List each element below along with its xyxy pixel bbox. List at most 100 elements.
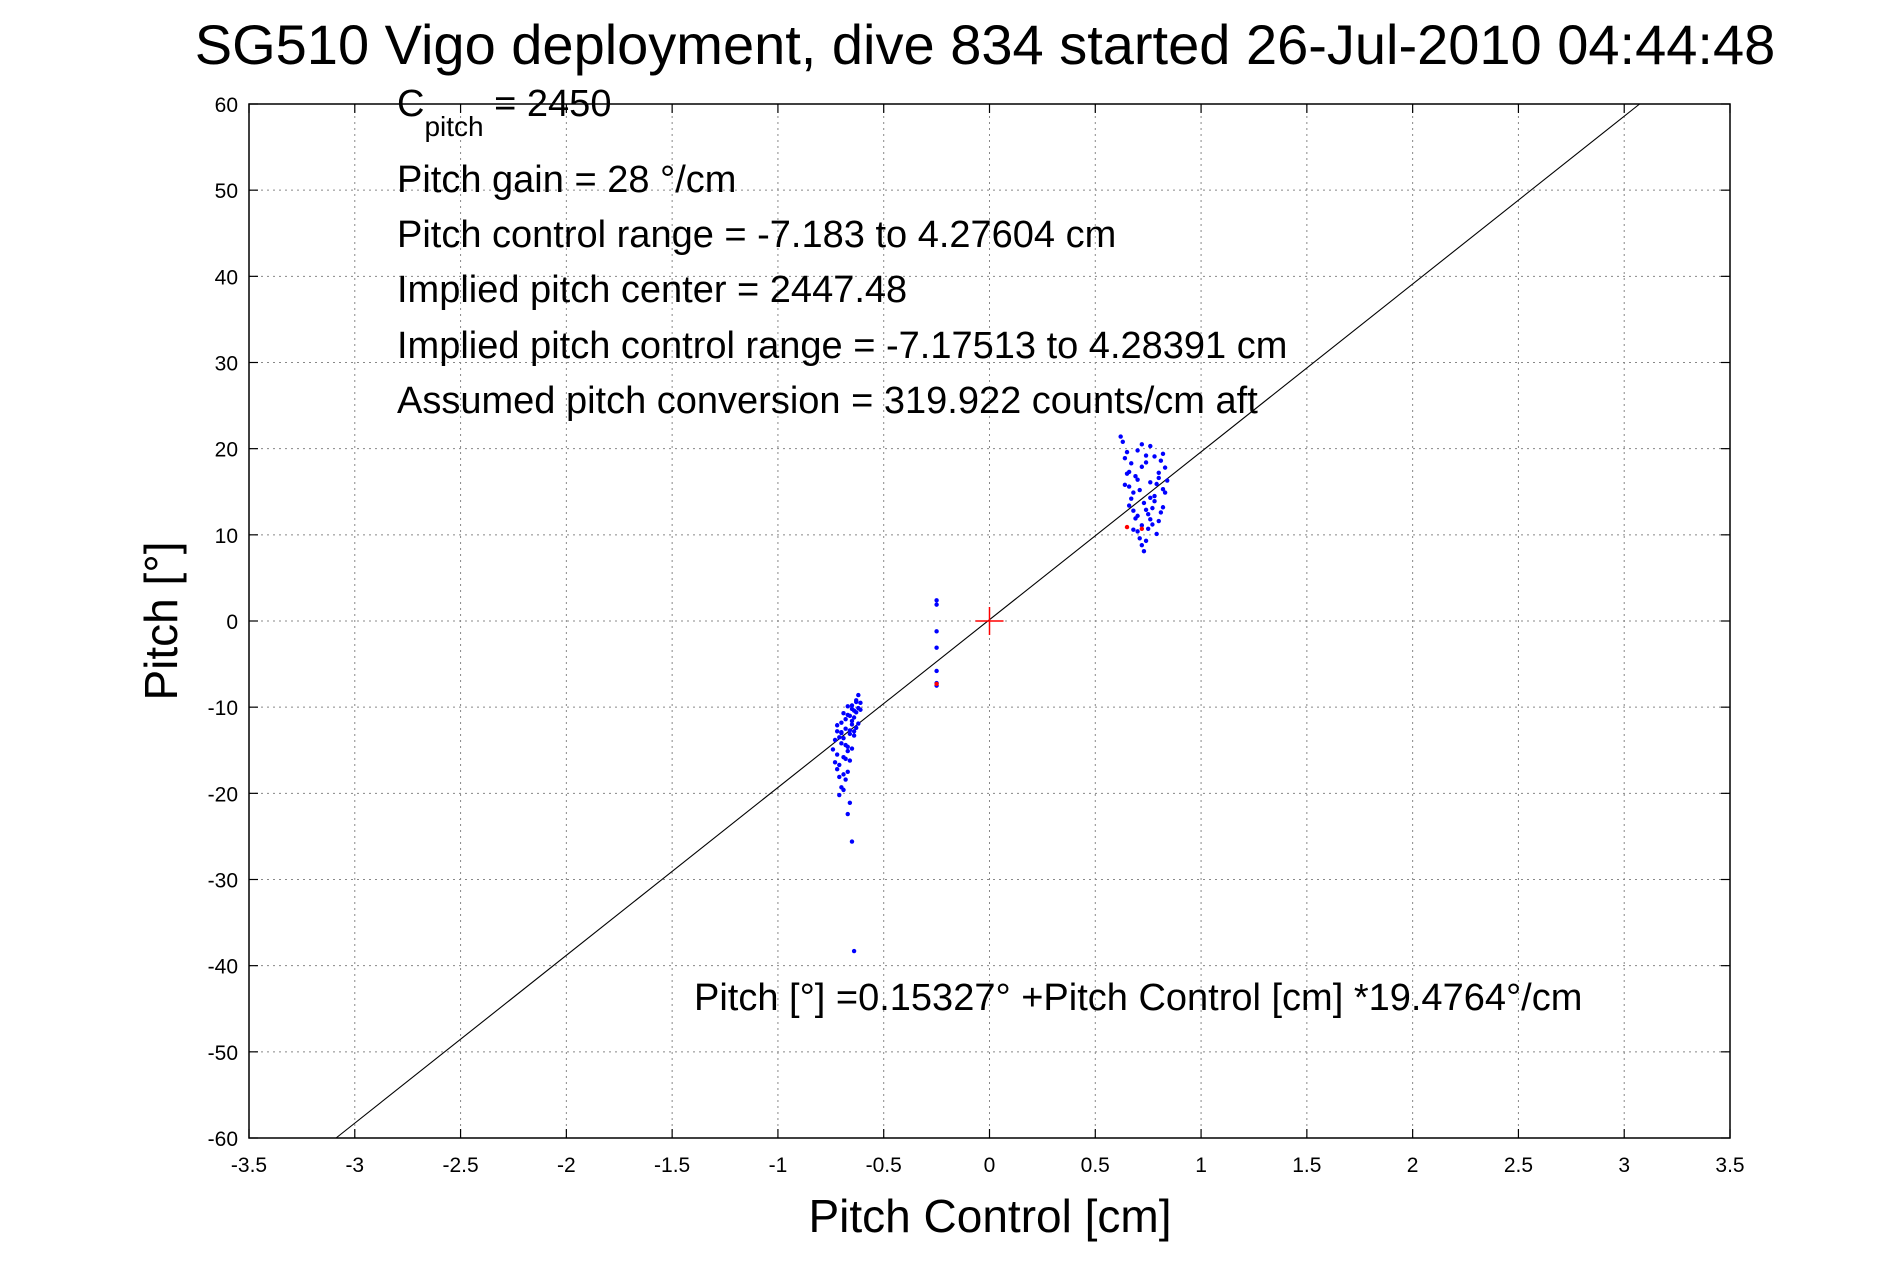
- data-point: [832, 760, 838, 765]
- data-point: [1141, 549, 1147, 554]
- y-tick-label: 40: [215, 266, 238, 289]
- data-point: [1139, 542, 1145, 548]
- data-point: [1135, 477, 1140, 482]
- data-point: [934, 629, 939, 634]
- data-point: [849, 718, 855, 724]
- data-point: [837, 762, 842, 768]
- data-point: [845, 748, 850, 754]
- data-point: [1129, 461, 1134, 466]
- y-tick-label: -30: [208, 870, 238, 893]
- data-point: [934, 645, 939, 650]
- data-point: [834, 729, 840, 734]
- data-point: [854, 710, 859, 715]
- data-point: [1139, 464, 1145, 469]
- data-point: [1118, 434, 1123, 439]
- data-point: [934, 668, 939, 674]
- data-point: [1156, 518, 1161, 524]
- data-point: [843, 726, 848, 731]
- c-pitch-prefix: C: [397, 83, 424, 125]
- data-point: [934, 681, 939, 687]
- data-point: [843, 777, 848, 782]
- x-tick-label: -2.5: [442, 1154, 478, 1177]
- data-points: [830, 434, 1170, 954]
- data-point: [1135, 513, 1140, 519]
- x-tick-label: -1: [769, 1154, 788, 1177]
- data-point: [834, 723, 840, 728]
- data-point: [856, 721, 861, 726]
- data-point: [1124, 524, 1130, 530]
- data-point: [1160, 486, 1166, 492]
- data-point: [851, 948, 857, 954]
- data-point: [1141, 500, 1147, 506]
- data-point: [1160, 505, 1166, 510]
- data-point: [1158, 458, 1164, 463]
- data-point: [847, 800, 853, 806]
- data-point: [1120, 439, 1125, 444]
- x-tick-label: 1: [1195, 1154, 1207, 1177]
- data-point: [851, 715, 857, 720]
- x-tick-label: 2.5: [1504, 1154, 1533, 1177]
- data-point: [843, 717, 848, 722]
- x-tick-label: -3.5: [231, 1154, 267, 1177]
- data-point: [845, 811, 850, 817]
- data-point: [1152, 454, 1157, 459]
- annotation-line: Implied pitch center = 2447.48: [397, 269, 907, 311]
- x-tick-label: -1.5: [654, 1154, 690, 1177]
- data-point: [1122, 482, 1128, 488]
- x-tick-label: 0.5: [1081, 1154, 1110, 1177]
- data-point: [1135, 529, 1140, 534]
- data-point: [1139, 442, 1145, 447]
- annotation-line: Pitch control range = -7.183 to 4.27604 …: [397, 214, 1116, 256]
- data-point: [1133, 474, 1138, 479]
- grid-lines: [249, 104, 1730, 1138]
- data-point: [1148, 443, 1153, 449]
- data-point: [1154, 481, 1159, 487]
- data-point: [841, 735, 846, 741]
- data-point: [849, 703, 855, 708]
- data-point: [841, 710, 846, 716]
- data-point: [847, 758, 853, 763]
- data-point: [1135, 448, 1140, 453]
- y-tick-label: 30: [215, 353, 238, 376]
- data-point: [1150, 522, 1155, 527]
- data-point: [845, 704, 850, 709]
- data-point: [1152, 499, 1157, 504]
- x-tick-label: -3: [345, 1154, 364, 1177]
- annotation-line: Assumed pitch conversion = 319.922 count…: [397, 380, 1258, 422]
- c-pitch-annotation: Cpitch = 2450: [397, 83, 611, 142]
- data-point: [1131, 490, 1136, 495]
- data-point: [1156, 475, 1161, 481]
- data-point: [1129, 496, 1134, 501]
- data-point: [843, 742, 848, 748]
- data-point: [847, 713, 853, 718]
- data-point: [849, 722, 855, 727]
- x-tick-label: 2: [1407, 1154, 1419, 1177]
- x-tick-label: -0.5: [866, 1154, 902, 1177]
- data-point: [849, 839, 855, 844]
- data-point: [1143, 460, 1149, 465]
- data-point: [934, 598, 939, 603]
- data-point: [847, 728, 853, 733]
- data-point: [837, 735, 842, 740]
- x-tick-label: 3.5: [1715, 1154, 1744, 1177]
- annotation-line: Implied pitch control range = -7.17513 t…: [397, 325, 1287, 367]
- x-tick-label: 3: [1618, 1154, 1630, 1177]
- data-point: [1148, 517, 1153, 522]
- data-point: [841, 787, 846, 793]
- data-point: [837, 774, 842, 780]
- data-point: [858, 700, 863, 706]
- y-tick-label: -40: [208, 956, 238, 979]
- data-point: [1126, 484, 1132, 489]
- data-point: [1122, 455, 1128, 461]
- data-point: [1126, 503, 1132, 508]
- fit-equation: Pitch [°] =0.15327° +Pitch Control [cm] …: [694, 977, 1582, 1019]
- data-point: [1131, 527, 1136, 532]
- data-point: [843, 756, 848, 762]
- data-point: [849, 706, 855, 712]
- y-tick-label: -60: [208, 1128, 238, 1151]
- data-point: [1148, 495, 1153, 500]
- data-point: [1131, 508, 1136, 513]
- data-point: [1165, 478, 1170, 483]
- chart-title: SG510 Vigo deployment, dive 834 started …: [195, 13, 1776, 76]
- data-point: [1150, 505, 1155, 511]
